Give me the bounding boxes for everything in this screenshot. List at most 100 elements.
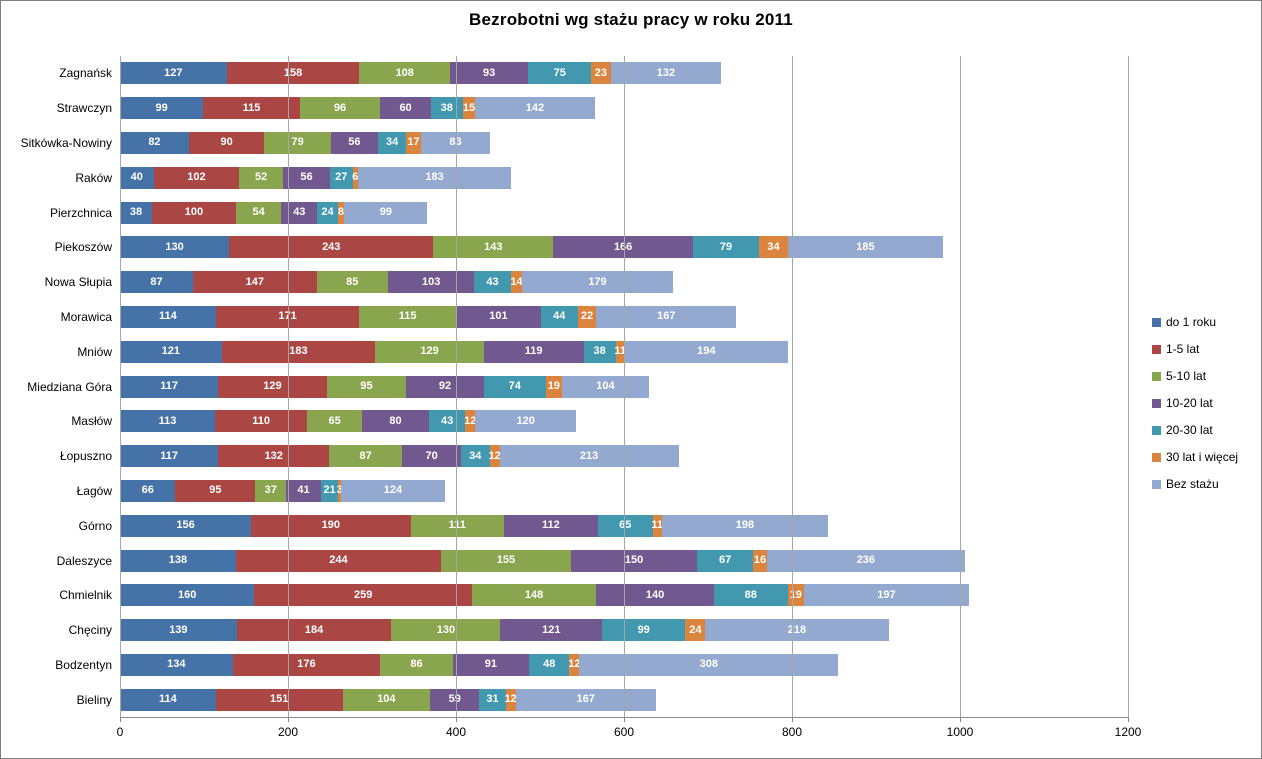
bar-segment: 12 — [568, 653, 581, 676]
bar-segment: 88 — [713, 584, 788, 607]
segment-value-label: 44 — [553, 310, 566, 323]
segment-value-label: 117 — [160, 380, 178, 393]
legend-item: 20-30 lat — [1152, 423, 1238, 437]
bar-segment: 31 — [479, 688, 506, 711]
segment-value-label: 140 — [645, 588, 665, 601]
bar-segment: 59 — [429, 688, 480, 711]
segment-value-label: 110 — [252, 414, 270, 427]
bar-segment: 110 — [214, 410, 308, 433]
x-axis-label-800: 800 — [781, 725, 803, 739]
chart-title: Bezrobotni wg stażu pracy w roku 2011 — [469, 10, 793, 29]
x-axis-label-200: 200 — [277, 725, 299, 739]
segment-value-label: 86 — [410, 658, 423, 671]
bar-segment: 65 — [597, 514, 653, 537]
segment-value-label: 167 — [576, 693, 595, 706]
gridline-400 — [456, 56, 457, 717]
stacked-bar: 87 147 85 103 43 14 179 — [120, 271, 1128, 294]
bar-segment: 101 — [455, 305, 541, 328]
bar-segment: 99 — [120, 97, 204, 120]
segment-value-label: 34 — [469, 449, 482, 462]
segment-value-label: 167 — [657, 310, 676, 323]
legend-label: Bez stażu — [1166, 477, 1219, 491]
stacked-bar: 156 190 111 112 65 11 198 — [120, 514, 1128, 537]
legend-label: 10-20 lat — [1166, 396, 1213, 410]
bar-segment: 120 — [475, 410, 577, 433]
bar-segment: 17 — [406, 131, 421, 154]
segment-value-label: 38 — [593, 345, 606, 358]
segment-value-label: 34 — [386, 136, 399, 149]
segment-value-label: 185 — [856, 240, 875, 253]
segment-value-label: 99 — [155, 101, 168, 114]
bar-segment: 44 — [540, 305, 578, 328]
segment-value-label: 54 — [252, 206, 265, 219]
bar-segment: 111 — [410, 514, 504, 537]
tickmark-1200 — [1128, 717, 1129, 722]
bar-segment: 99 — [344, 201, 428, 224]
segment-value-label: 16 — [753, 554, 767, 567]
segment-value-label: 190 — [321, 519, 340, 532]
legend-swatch-icon — [1152, 425, 1161, 435]
segment-value-label: 101 — [489, 310, 508, 323]
bar-segment: 190 — [251, 514, 411, 537]
segment-value-label: 104 — [596, 380, 615, 393]
bar-segment: 3 — [337, 479, 343, 502]
legend-label: 20-30 lat — [1166, 423, 1213, 437]
bar-segment: 27 — [329, 166, 353, 189]
segment-value-label: 132 — [264, 449, 283, 462]
bar-segment: 80 — [361, 410, 430, 433]
bar-segment: 156 — [120, 514, 252, 537]
segment-value-label: 95 — [209, 484, 222, 497]
segment-value-label: 121 — [542, 623, 561, 636]
bar-segment: 12 — [464, 410, 476, 433]
bar-segment: 104 — [342, 688, 430, 711]
gridline-1000 — [960, 56, 961, 717]
bar-segment: 40 — [120, 166, 154, 189]
bar-segment: 43 — [281, 201, 318, 224]
bar-segment: 167 — [515, 688, 656, 711]
bar-segment: 99 — [602, 619, 686, 642]
legend-swatch-icon — [1152, 317, 1161, 327]
legend-item: do 1 roku — [1152, 315, 1238, 329]
segment-value-label: 243 — [322, 240, 341, 253]
segment-value-label: 197 — [877, 588, 896, 601]
x-axis-label-1200: 1200 — [1114, 725, 1142, 739]
bar-segment: 184 — [236, 619, 392, 642]
category-label: Chęciny — [68, 623, 112, 638]
segment-value-label: 127 — [164, 66, 183, 79]
bar-segment: 34 — [461, 445, 490, 468]
bar-row-Miedziana Góra: Miedziana Góra 117 129 95 92 74 19 104 — [27, 369, 1128, 404]
bar-segment: 16 — [753, 549, 767, 572]
segment-value-label: 12 — [488, 449, 501, 462]
bar-segment: 179 — [522, 271, 673, 294]
segment-value-label: 80 — [389, 414, 402, 427]
segment-value-label: 43 — [293, 206, 306, 219]
segment-value-label: 120 — [516, 414, 535, 427]
segment-value-label: 179 — [588, 275, 607, 288]
bar-row-Daleszyce: Daleszyce 138 244 155 150 67 16 236 — [57, 543, 1128, 578]
bar-row-Piekoszów: Piekoszów 130 243 143 166 79 34 185 — [55, 230, 1128, 265]
stacked-bar: 114 171 115 101 44 22 167 — [120, 305, 1128, 328]
x-axis-label-1000: 1000 — [946, 725, 974, 739]
bar-segment: 124 — [340, 479, 446, 502]
stacked-bar: 160 259 148 140 88 19 197 — [120, 584, 1128, 607]
legend-item: Bez stażu — [1152, 477, 1238, 491]
bar-segment: 213 — [499, 445, 679, 468]
stacked-bar: 66 95 37 41 21 3 124 — [120, 479, 1128, 502]
bar-segment: 79 — [692, 236, 760, 259]
bar-segment: 243 — [229, 236, 434, 259]
bar-segment: 114 — [120, 305, 216, 328]
segment-value-label: 38 — [440, 101, 453, 114]
bar-segment: 130 — [120, 236, 230, 259]
bar-segment: 160 — [120, 584, 255, 607]
bar-segment: 56 — [282, 166, 330, 189]
segment-value-label: 65 — [619, 519, 632, 532]
bar-row-Strawczyn: Strawczyn 99 115 96 60 38 15 142 — [57, 91, 1128, 126]
legend-label: do 1 roku — [1166, 315, 1217, 329]
segment-value-label: 166 — [614, 241, 632, 253]
bar-segment: 65 — [307, 410, 362, 433]
segment-value-label: 56 — [348, 136, 361, 149]
legend: do 1 roku 1-5 lat 5-10 lat 10-20 lat 20-30 l… — [1152, 315, 1238, 504]
bar-segment: 112 — [503, 514, 598, 537]
stacked-bar: 130 243 143 166 79 34 185 — [120, 236, 1128, 259]
segment-value-label: 259 — [353, 588, 373, 601]
